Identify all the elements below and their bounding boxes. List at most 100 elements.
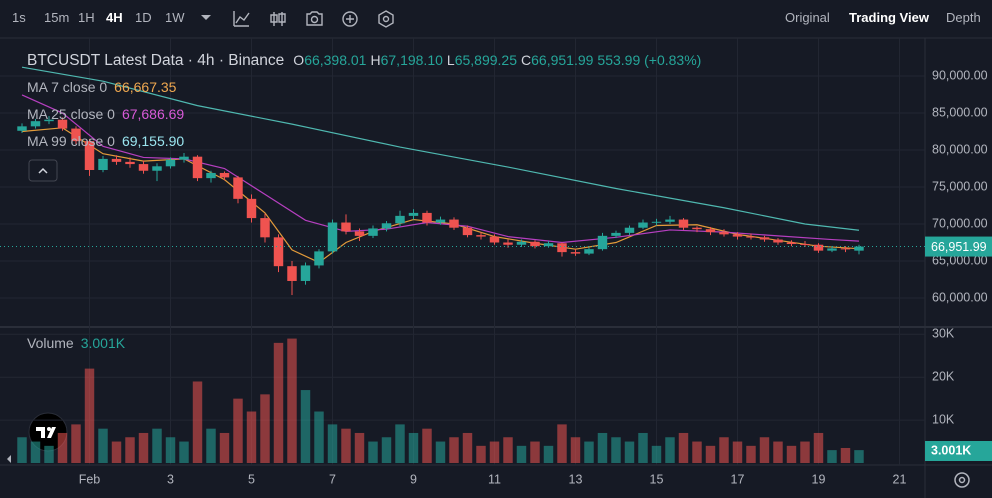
ma-value: 66,667.35 <box>114 79 177 95</box>
interval-button[interactable]: 1W <box>165 10 185 25</box>
candle-body <box>543 243 554 247</box>
candle-body <box>98 158 108 170</box>
volume-bar <box>287 338 297 463</box>
volume-bar <box>71 424 81 463</box>
candle-body <box>435 219 446 223</box>
interval-button[interactable]: 4H <box>106 10 123 25</box>
volume-bar <box>165 437 176 463</box>
volume-bar <box>30 441 41 463</box>
volume-bar <box>516 445 527 463</box>
logo-mark <box>36 427 56 438</box>
ohlc-label: L <box>446 52 455 68</box>
chart-type-icon[interactable] <box>270 12 286 26</box>
volume-bar <box>543 445 554 463</box>
candle-body <box>71 128 81 142</box>
candle-body <box>408 212 419 216</box>
volume-bar <box>719 437 729 463</box>
logo-dot <box>47 427 51 431</box>
volume-bar <box>395 424 405 463</box>
candle-body <box>462 227 473 236</box>
volume-bar <box>435 441 446 463</box>
last-volume-box <box>925 441 992 461</box>
volume-bar <box>111 441 122 463</box>
volume-bar <box>692 441 702 463</box>
candle-body <box>692 227 702 230</box>
volume-bar <box>327 424 338 463</box>
interval-button[interactable]: 15m <box>44 10 70 25</box>
volume-bar <box>381 437 392 463</box>
candle-body <box>354 231 365 236</box>
interval-button[interactable]: 1D <box>135 10 152 25</box>
candle-body <box>813 244 824 251</box>
candle-body <box>287 266 297 281</box>
scroll-left[interactable] <box>7 455 11 463</box>
candle-body <box>800 243 810 245</box>
interval-button[interactable]: 1H <box>78 10 95 25</box>
gear-hub <box>958 476 966 484</box>
volume-bar <box>476 445 486 463</box>
x-tick-label: 19 <box>812 472 826 486</box>
candle-body <box>584 249 594 254</box>
candle-body <box>476 235 486 237</box>
ma-name: MA 99 close 0 <box>27 133 115 149</box>
ma-value: 67,686.69 <box>121 106 185 122</box>
settings-icon[interactable] <box>378 10 394 28</box>
ma-value: 69,155.90 <box>121 133 185 149</box>
add-icon[interactable] <box>342 11 358 27</box>
volume-bar <box>84 368 95 463</box>
x-tick-label: 15 <box>650 472 664 486</box>
volume-bar <box>125 437 135 463</box>
camera-icon[interactable] <box>306 11 323 26</box>
candle-body <box>17 126 27 131</box>
collapse-button[interactable] <box>28 159 58 182</box>
ma-legend-row: MA 7 close 0 66,667.35 <box>27 79 180 95</box>
candle-body <box>327 222 338 252</box>
view-button[interactable]: Depth <box>946 10 981 25</box>
candle-body <box>746 236 756 238</box>
y-tick-label: 80,000.00 <box>932 142 988 156</box>
volume-bar <box>44 445 54 463</box>
candle-body <box>773 239 783 243</box>
volume-bar <box>17 437 27 463</box>
candle-body <box>854 246 864 251</box>
candle-body <box>30 121 41 127</box>
view-button[interactable]: Original <box>785 10 830 25</box>
candle-body <box>489 236 500 243</box>
ma-name: MA 7 close 0 <box>27 79 108 95</box>
ohlc-value: 65,899.25 <box>454 52 517 68</box>
candle-body <box>368 228 378 236</box>
volume-bar <box>219 432 230 463</box>
volume-bar <box>462 432 473 463</box>
last-price-box <box>925 236 992 257</box>
volume-bar <box>786 445 797 463</box>
ohlc-value: 66,398.01 <box>304 52 367 68</box>
candle-body <box>341 222 351 232</box>
candle-body <box>638 222 648 228</box>
volume-bar <box>368 441 378 463</box>
y-tick-label: 65,000.00 <box>932 253 988 267</box>
indicator-icon[interactable] <box>233 11 250 27</box>
volume-bar <box>638 432 648 463</box>
volume-bar <box>611 437 621 463</box>
x-tick-label: 17 <box>731 472 745 486</box>
settings-dot <box>382 15 390 23</box>
interval-button[interactable]: 1s <box>12 10 26 25</box>
camera-lens <box>310 15 319 24</box>
ma-legend-row: MA 25 close 0 67,686.69 <box>27 106 188 122</box>
candle-body <box>165 159 176 167</box>
candle-body <box>192 156 203 179</box>
candle-body <box>300 265 311 281</box>
settings-gear[interactable] <box>954 472 970 488</box>
volume-bar <box>273 342 284 463</box>
volume-bar <box>854 450 864 463</box>
volume-bar <box>408 432 419 463</box>
view-button[interactable]: Trading View <box>849 10 929 25</box>
candle-body <box>246 198 257 219</box>
volume-bar <box>759 437 770 463</box>
volume-bar <box>138 432 149 463</box>
volume-tick-label: 20K <box>932 369 955 383</box>
candle-body <box>125 161 135 165</box>
dropdown-icon[interactable] <box>201 15 211 20</box>
candle-body <box>206 172 216 179</box>
price-change: 553.99 (+0.83%) <box>597 52 702 68</box>
